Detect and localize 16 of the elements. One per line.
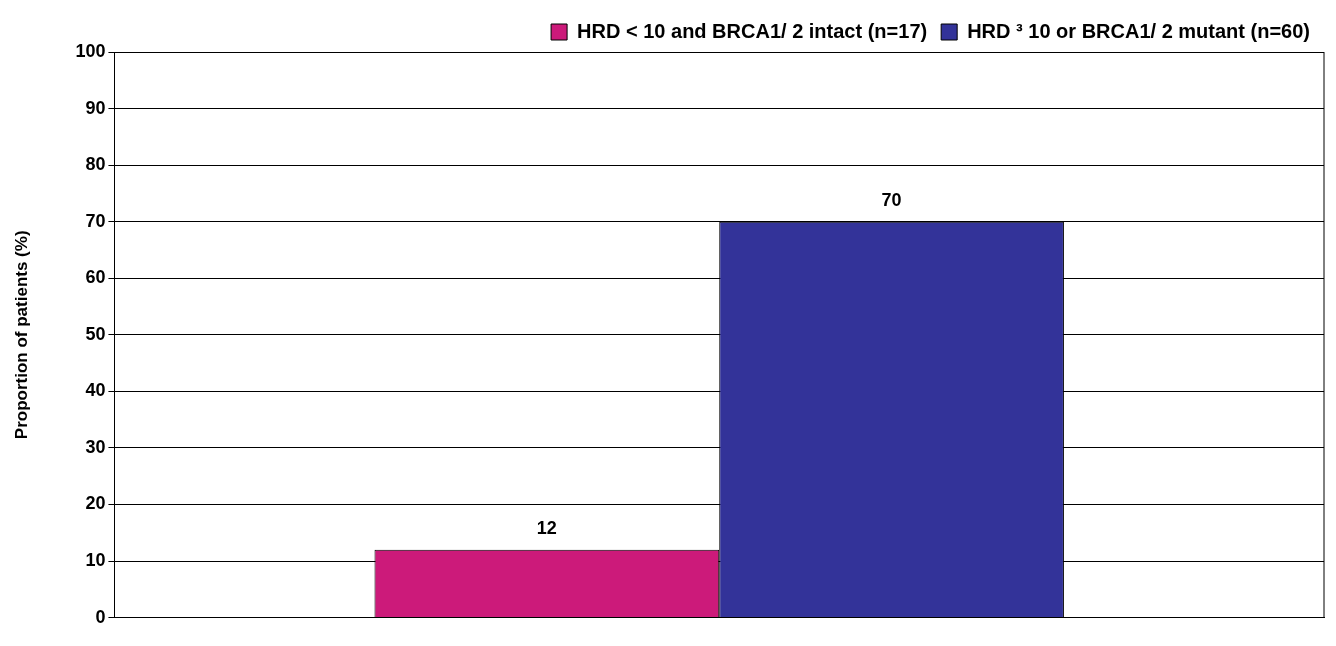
- y-tick-label: 100: [75, 40, 106, 61]
- legend-label: HRD < 10 and BRCA1/ 2 intact (n=17): [577, 19, 928, 42]
- y-tick-label: 40: [85, 380, 106, 401]
- y-tick-label: 0: [95, 606, 106, 627]
- data-label: 12: [536, 517, 557, 538]
- y-tick-label: 10: [85, 550, 106, 571]
- y-tick-label: 90: [85, 97, 106, 118]
- y-tick-label: 60: [85, 267, 106, 288]
- legend-label: HRD ³ 10 or BRCA1/ 2 mutant (n=60): [967, 19, 1311, 42]
- data-label: 70: [881, 189, 902, 210]
- y-tick-label: 30: [85, 436, 106, 457]
- y-tick-label: 80: [85, 154, 106, 175]
- y-tick-label: 20: [85, 493, 106, 514]
- y-axis-title: Proportion of patients (%): [11, 230, 31, 440]
- y-tick-label: 70: [85, 210, 106, 231]
- y-tick-label: 50: [85, 323, 106, 344]
